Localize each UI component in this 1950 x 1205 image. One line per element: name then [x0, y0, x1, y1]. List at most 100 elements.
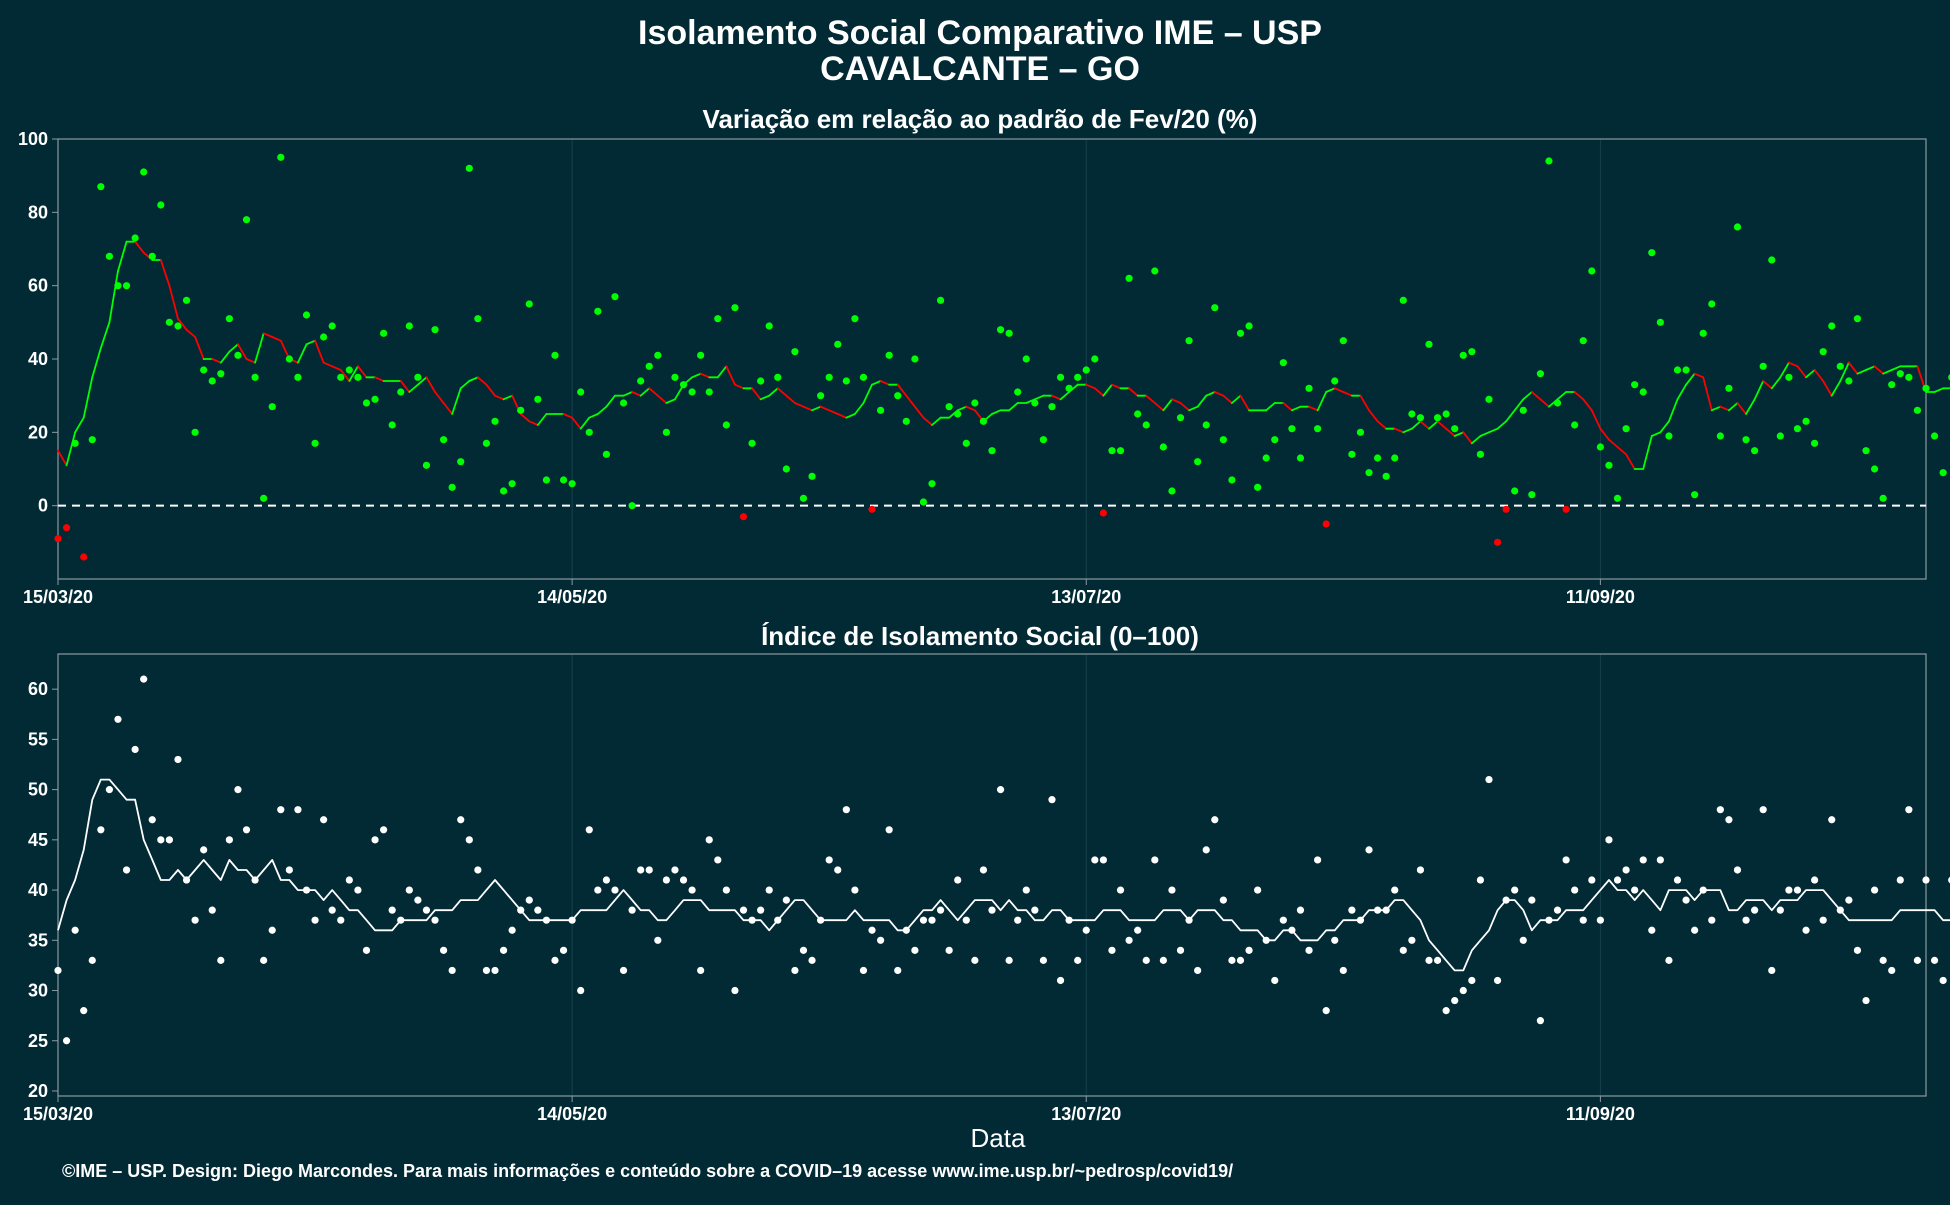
data-point	[739, 906, 748, 914]
moving-average-segment	[1890, 365, 1902, 371]
data-point	[1836, 906, 1844, 914]
moving-average-segment	[1753, 380, 1765, 401]
data-point	[1219, 436, 1227, 444]
data-point	[1296, 454, 1305, 462]
moving-average-segment	[751, 387, 762, 401]
moving-average-segment	[845, 413, 856, 419]
bottom-panel-plot: 20 25 30 35 40 45 50 55 60 15/03/20 14/05/20 13/07/…	[23, 653, 1950, 1124]
data-point	[954, 876, 962, 884]
data-point	[1399, 946, 1407, 954]
data-point	[1708, 300, 1716, 308]
data-point	[1571, 886, 1579, 894]
data-point	[688, 388, 696, 396]
data-point	[131, 234, 139, 242]
data-point	[508, 926, 516, 934]
moving-average-segment	[1239, 394, 1250, 412]
moving-average-segment	[1325, 387, 1336, 393]
x-axis-label: Data	[971, 1123, 1026, 1153]
data-point	[1922, 384, 1930, 392]
moving-average-segment	[1453, 431, 1465, 437]
moving-average-segment	[1171, 398, 1182, 404]
data-point	[1116, 447, 1125, 455]
moving-average-segment	[639, 387, 651, 397]
data-point	[1716, 806, 1724, 814]
data-point	[859, 373, 868, 381]
data-point	[774, 916, 782, 924]
data-point	[577, 986, 585, 995]
data-point	[1305, 946, 1313, 954]
data-point	[1031, 906, 1039, 914]
data-point	[191, 916, 199, 924]
moving-average-segment	[776, 387, 788, 397]
moving-average-segment	[451, 387, 462, 415]
data-point	[371, 836, 379, 844]
data-point	[457, 816, 465, 824]
x-tick-label: 14/05/20	[537, 1104, 607, 1124]
data-point	[105, 786, 114, 794]
data-point	[302, 311, 311, 319]
data-point	[1631, 886, 1639, 894]
y-tick-label: 60	[28, 276, 48, 296]
moving-average-segment	[339, 369, 351, 382]
data-point	[499, 946, 508, 954]
moving-average-segment	[1222, 394, 1233, 404]
data-point	[1022, 355, 1030, 363]
data-point	[791, 348, 799, 356]
data-point	[1425, 956, 1433, 964]
data-point	[1108, 946, 1116, 954]
data-point	[1905, 373, 1913, 381]
data-point	[362, 399, 371, 407]
y-tick-label: 55	[28, 729, 48, 749]
data-point	[140, 168, 148, 176]
data-point	[1288, 425, 1296, 433]
moving-average-segment	[794, 402, 805, 408]
moving-average-segment	[725, 365, 736, 386]
data-point	[1356, 428, 1365, 436]
data-point	[1236, 329, 1245, 337]
top-panel-plot: 0 20 40 60 80 100 15/03/20 14/05/20 13/07/20 11/0…	[18, 129, 1950, 607]
data-point	[1391, 886, 1399, 894]
data-point	[148, 252, 156, 260]
data-point	[80, 553, 88, 561]
data-point	[1776, 906, 1784, 914]
data-point	[1022, 886, 1030, 894]
data-point	[131, 745, 139, 754]
moving-average-segment	[1522, 391, 1533, 401]
data-point	[834, 866, 842, 874]
moving-average-segment	[1179, 402, 1190, 412]
moving-average-segment	[1616, 446, 1627, 456]
data-point	[1468, 976, 1476, 985]
data-point	[1776, 432, 1784, 440]
data-point	[1314, 856, 1322, 864]
data-point	[1699, 886, 1707, 894]
data-point	[380, 329, 388, 337]
moving-average-segment	[1402, 427, 1413, 434]
moving-average-segment	[1745, 398, 1756, 415]
moving-average-segment	[1291, 405, 1302, 412]
data-point	[1305, 384, 1313, 392]
moving-average-segment	[1479, 431, 1490, 437]
data-point	[1845, 377, 1853, 385]
data-point	[174, 322, 182, 330]
data-point	[1142, 956, 1150, 964]
data-point	[439, 946, 448, 954]
y-tick-label: 30	[28, 981, 48, 1001]
data-point	[354, 886, 362, 894]
data-point	[585, 826, 593, 834]
data-point	[200, 846, 208, 854]
footer-credits: ©IME – USP. Design: Diego Marcondes. Par…	[62, 1161, 1233, 1181]
moving-average-segment	[1599, 427, 1610, 441]
data-point	[542, 916, 551, 924]
data-point	[1476, 876, 1485, 884]
data-point	[1451, 996, 1459, 1005]
x-tick-label: 15/03/20	[23, 587, 93, 607]
data-point	[1065, 916, 1073, 924]
data-point	[1125, 274, 1133, 282]
moving-average-segment	[528, 420, 539, 426]
data-point	[1888, 966, 1896, 975]
data-point	[388, 906, 396, 914]
data-point	[388, 421, 396, 429]
moving-average-segment	[1856, 369, 1867, 375]
data-point	[1536, 1017, 1545, 1025]
data-point	[1596, 916, 1604, 924]
